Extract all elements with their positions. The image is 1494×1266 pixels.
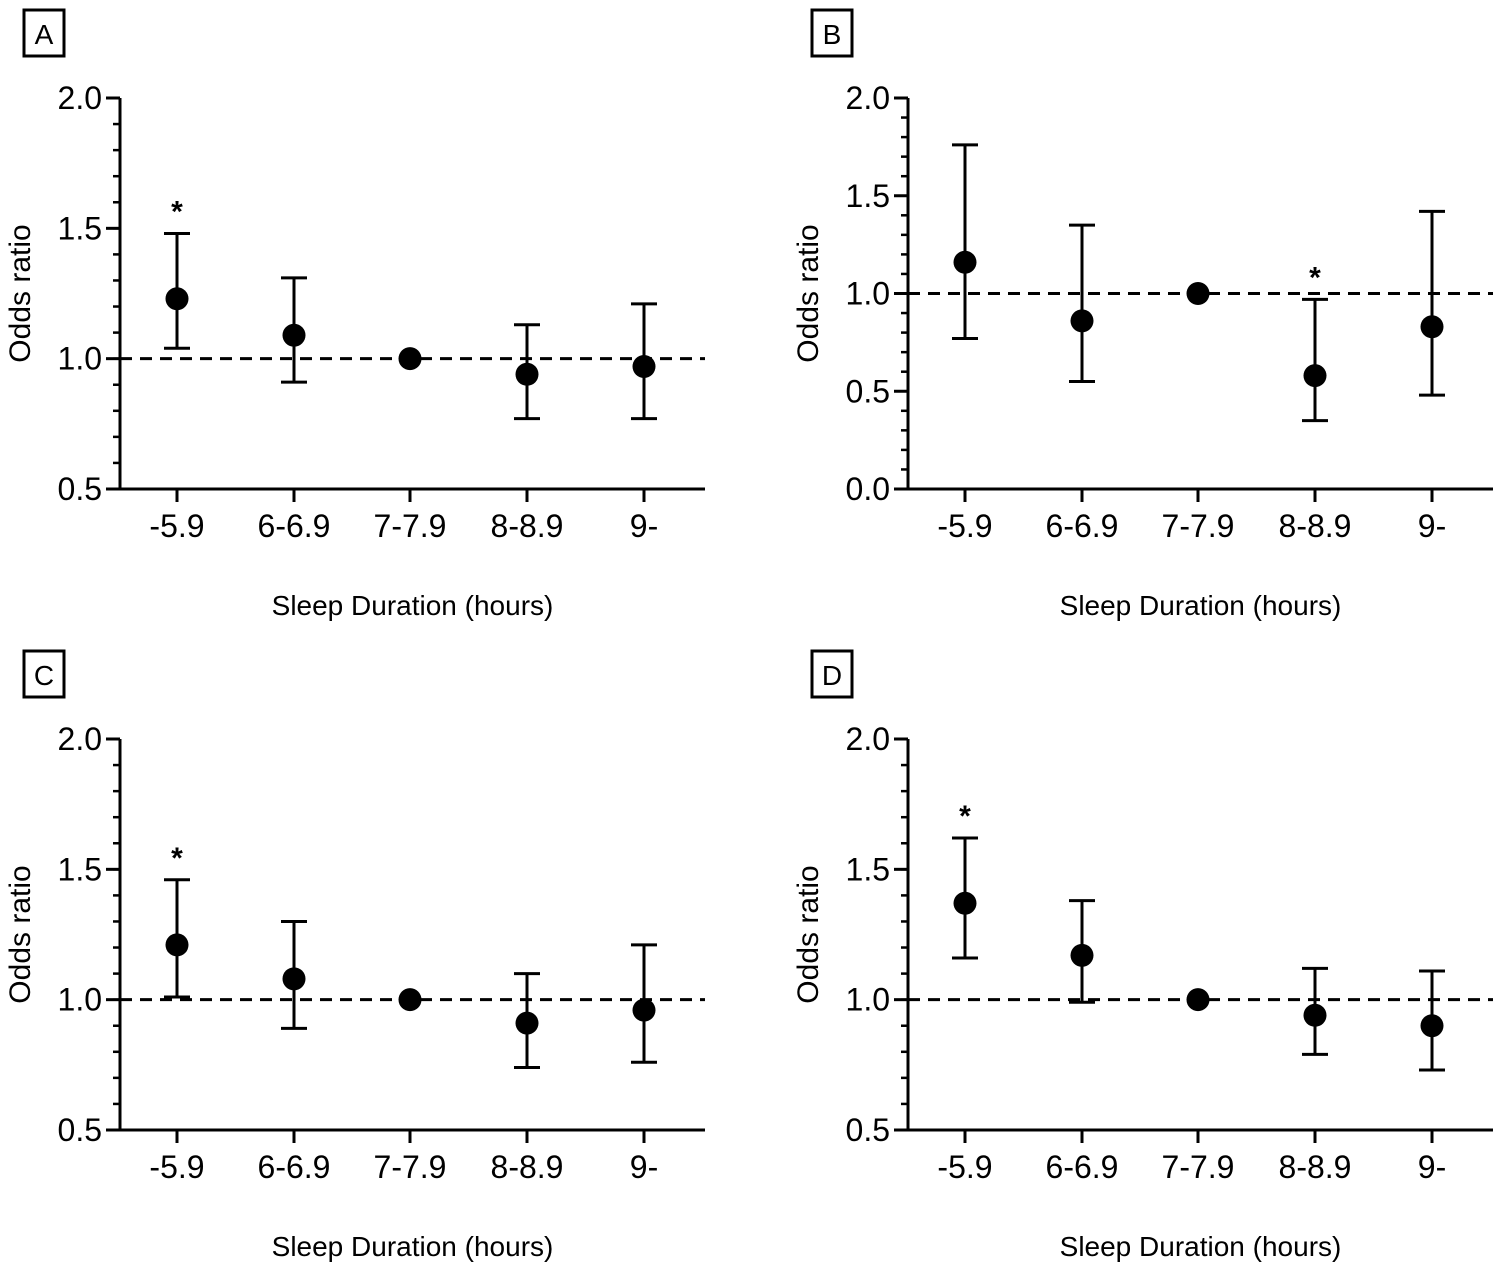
data-point [282, 967, 306, 991]
y-tick-label: 1.0 [58, 341, 102, 377]
data-point [632, 354, 656, 378]
y-tick-label: 1.0 [846, 982, 890, 1018]
y-tick-label: 1.5 [846, 851, 890, 887]
x-tick-label: 9- [630, 1149, 658, 1185]
y-axis-label: Odds ratio [792, 224, 825, 362]
significance-marker: * [171, 842, 183, 875]
panel-label-box [22, 8, 66, 58]
y-tick-label: 1.5 [846, 178, 890, 214]
data-point [632, 998, 656, 1022]
y-tick-label: 2.0 [846, 80, 890, 116]
data-point [1070, 309, 1094, 333]
y-tick-label: 0.5 [846, 373, 890, 409]
data-point [1070, 943, 1094, 967]
y-tick-label: 1.5 [58, 210, 102, 246]
data-point [1186, 988, 1210, 1012]
y-axis-label: Odds ratio [4, 865, 37, 1003]
x-axis-label: Sleep Duration (hours) [1060, 590, 1342, 621]
x-tick-label: 6-6.9 [1046, 1149, 1119, 1185]
panel-c: C 0.5 1.0 1.5 2.0 Odds ratio -5.9 6-6.9 7-7.9 8-8… [4, 649, 705, 1262]
x-tick-label: 6-6.9 [258, 1149, 331, 1185]
x-tick-label: 8-8.9 [1279, 508, 1352, 544]
y-tick-label: 2.0 [58, 721, 102, 757]
y-axis-label: Odds ratio [792, 865, 825, 1003]
panel-label-box [810, 8, 854, 58]
data-point [282, 323, 306, 347]
data-point [953, 891, 977, 915]
y-tick-label: 1.0 [846, 276, 890, 312]
panel-label: B [823, 19, 842, 50]
y-tick-label: 2.0 [846, 721, 890, 757]
y-tick-label: 0.5 [846, 1112, 890, 1148]
data-point [1186, 282, 1210, 305]
y-tick-label: 1.0 [58, 982, 102, 1018]
y-tick-label: 0.5 [58, 1112, 102, 1148]
x-tick-label: -5.9 [149, 1149, 204, 1185]
data-point [1420, 315, 1444, 339]
significance-marker: * [1309, 261, 1321, 294]
x-tick-label: -5.9 [937, 1149, 992, 1185]
panel-a: A 0.5 1.0 1.5 2.0 Odds ratio -5.9 6-6.9 7-7.9 8-8… [4, 8, 705, 621]
x-tick-label: 6-6.9 [258, 508, 331, 544]
data-point [515, 1011, 539, 1035]
data-point [953, 250, 977, 274]
x-axis-label: Sleep Duration (hours) [1060, 1231, 1342, 1262]
x-tick-label: 8-8.9 [491, 508, 564, 544]
data-point [398, 988, 422, 1012]
data-point [165, 287, 189, 311]
data-point [1303, 1003, 1327, 1027]
x-tick-label: -5.9 [937, 508, 992, 544]
panel-label-box [810, 649, 854, 699]
x-tick-label: 7-7.9 [1162, 1149, 1235, 1185]
x-tick-label: 7-7.9 [374, 1149, 447, 1185]
panel-label: A [35, 19, 54, 50]
significance-marker: * [171, 196, 183, 229]
data-point [1303, 364, 1327, 388]
x-axis-label: Sleep Duration (hours) [272, 1231, 554, 1262]
y-tick-label: 1.5 [58, 851, 102, 887]
panel-label: C [34, 660, 54, 691]
significance-marker: * [959, 800, 971, 833]
data-point [165, 933, 189, 957]
data-point [1420, 1014, 1444, 1038]
y-tick-label: 2.0 [58, 80, 102, 116]
panel-b: B 0.0 0.5 1.0 1.5 2.0 Odds ratio -5.9 6-6.9 7-7.9… [792, 8, 1493, 621]
x-tick-label: 8-8.9 [491, 1149, 564, 1185]
panel-label-box [22, 649, 66, 699]
y-tick-label: 0.0 [846, 471, 890, 507]
x-axis-label: Sleep Duration (hours) [272, 590, 554, 621]
x-tick-label: 6-6.9 [1046, 508, 1119, 544]
data-point [398, 347, 422, 371]
x-tick-label: 7-7.9 [374, 508, 447, 544]
x-tick-label: 8-8.9 [1279, 1149, 1352, 1185]
x-tick-label: 9- [1418, 1149, 1446, 1185]
y-tick-label: 0.5 [58, 471, 102, 507]
x-tick-label: 9- [1418, 508, 1446, 544]
data-point [515, 362, 539, 386]
panel-label: D [822, 660, 842, 691]
panel-d: D 0.5 1.0 1.5 2.0 Odds ratio -5.9 6-6.9 7-7.9 8-8… [792, 649, 1493, 1262]
x-tick-label: -5.9 [149, 508, 204, 544]
x-tick-label: 7-7.9 [1162, 508, 1235, 544]
y-axis-label: Odds ratio [4, 224, 37, 362]
x-tick-label: 9- [630, 508, 658, 544]
